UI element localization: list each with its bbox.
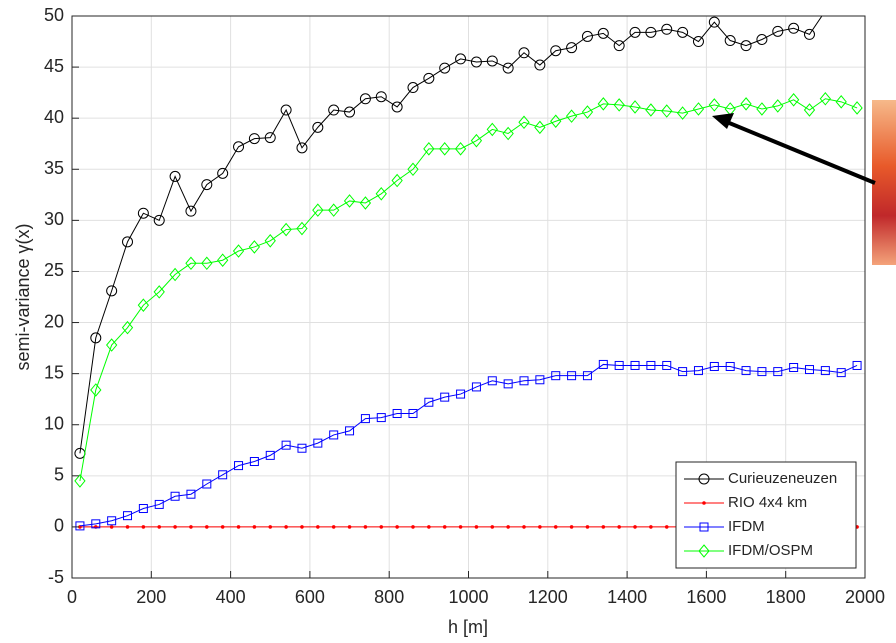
marker: [364, 525, 368, 529]
marker: [459, 525, 463, 529]
x-tick-label: 800: [374, 587, 404, 607]
marker: [702, 501, 706, 505]
marker: [490, 525, 494, 529]
x-tick-label: 600: [295, 587, 325, 607]
marker: [173, 525, 177, 529]
marker: [221, 525, 225, 529]
legend-label: Curieuzeneuzen: [728, 470, 837, 487]
marker: [506, 525, 510, 529]
marker: [189, 525, 193, 529]
x-tick-label: 400: [216, 587, 246, 607]
marker: [427, 525, 431, 529]
marker: [332, 525, 336, 529]
marker: [475, 525, 479, 529]
marker: [538, 525, 542, 529]
y-tick-label: 0: [54, 516, 64, 536]
marker: [649, 525, 653, 529]
marker: [570, 525, 574, 529]
x-tick-label: 0: [67, 587, 77, 607]
y-tick-label: 15: [44, 362, 64, 382]
y-tick-label: 20: [44, 311, 64, 331]
marker: [836, 1, 846, 11]
x-tick-label: 1000: [448, 587, 488, 607]
y-tick-label: 10: [44, 413, 64, 433]
legend-label: IFDM/OSPM: [728, 542, 813, 559]
marker: [110, 525, 114, 529]
marker: [142, 525, 146, 529]
marker: [157, 525, 161, 529]
marker: [665, 525, 669, 529]
marker: [852, 0, 862, 1]
marker: [633, 525, 637, 529]
marker: [554, 525, 558, 529]
y-tick-label: 30: [44, 209, 64, 229]
y-axis-label: semi-variance γ(x): [13, 223, 33, 370]
x-tick-label: 1400: [607, 587, 647, 607]
y-tick-label: -5: [48, 567, 64, 587]
marker: [617, 525, 621, 529]
marker: [411, 525, 415, 529]
legend-label: RIO 4x4 km: [728, 494, 807, 511]
marker: [237, 525, 241, 529]
marker: [348, 525, 352, 529]
marker: [820, 6, 830, 16]
annotation-arrow: [722, 120, 875, 183]
y-tick-label: 40: [44, 107, 64, 127]
marker: [316, 525, 320, 529]
chart: h [m] semi-variance γ(x) Curieuzeneuzen R…: [0, 0, 896, 643]
marker: [284, 525, 288, 529]
marker: [602, 525, 606, 529]
x-tick-label: 1200: [528, 587, 568, 607]
marker: [379, 525, 383, 529]
marker: [586, 525, 590, 529]
y-tick-label: 45: [44, 56, 64, 76]
y-tick-label: 25: [44, 260, 64, 280]
y-tick-label: 50: [44, 5, 64, 25]
map-thumbnail: [872, 100, 896, 265]
y-tick-label: 35: [44, 158, 64, 178]
marker: [268, 525, 272, 529]
marker: [205, 525, 209, 529]
x-tick-label: 1800: [766, 587, 806, 607]
marker: [126, 525, 130, 529]
marker: [253, 525, 257, 529]
arrow-head: [712, 113, 734, 129]
x-tick-label: 1600: [686, 587, 726, 607]
marker: [522, 525, 526, 529]
x-axis-label: h [m]: [448, 617, 488, 637]
marker: [443, 525, 447, 529]
marker: [395, 525, 399, 529]
legend-label: IFDM: [728, 518, 765, 535]
x-tick-label: 200: [136, 587, 166, 607]
y-tick-label: 5: [54, 465, 64, 485]
x-tick-label: 2000: [845, 587, 885, 607]
marker: [300, 525, 304, 529]
